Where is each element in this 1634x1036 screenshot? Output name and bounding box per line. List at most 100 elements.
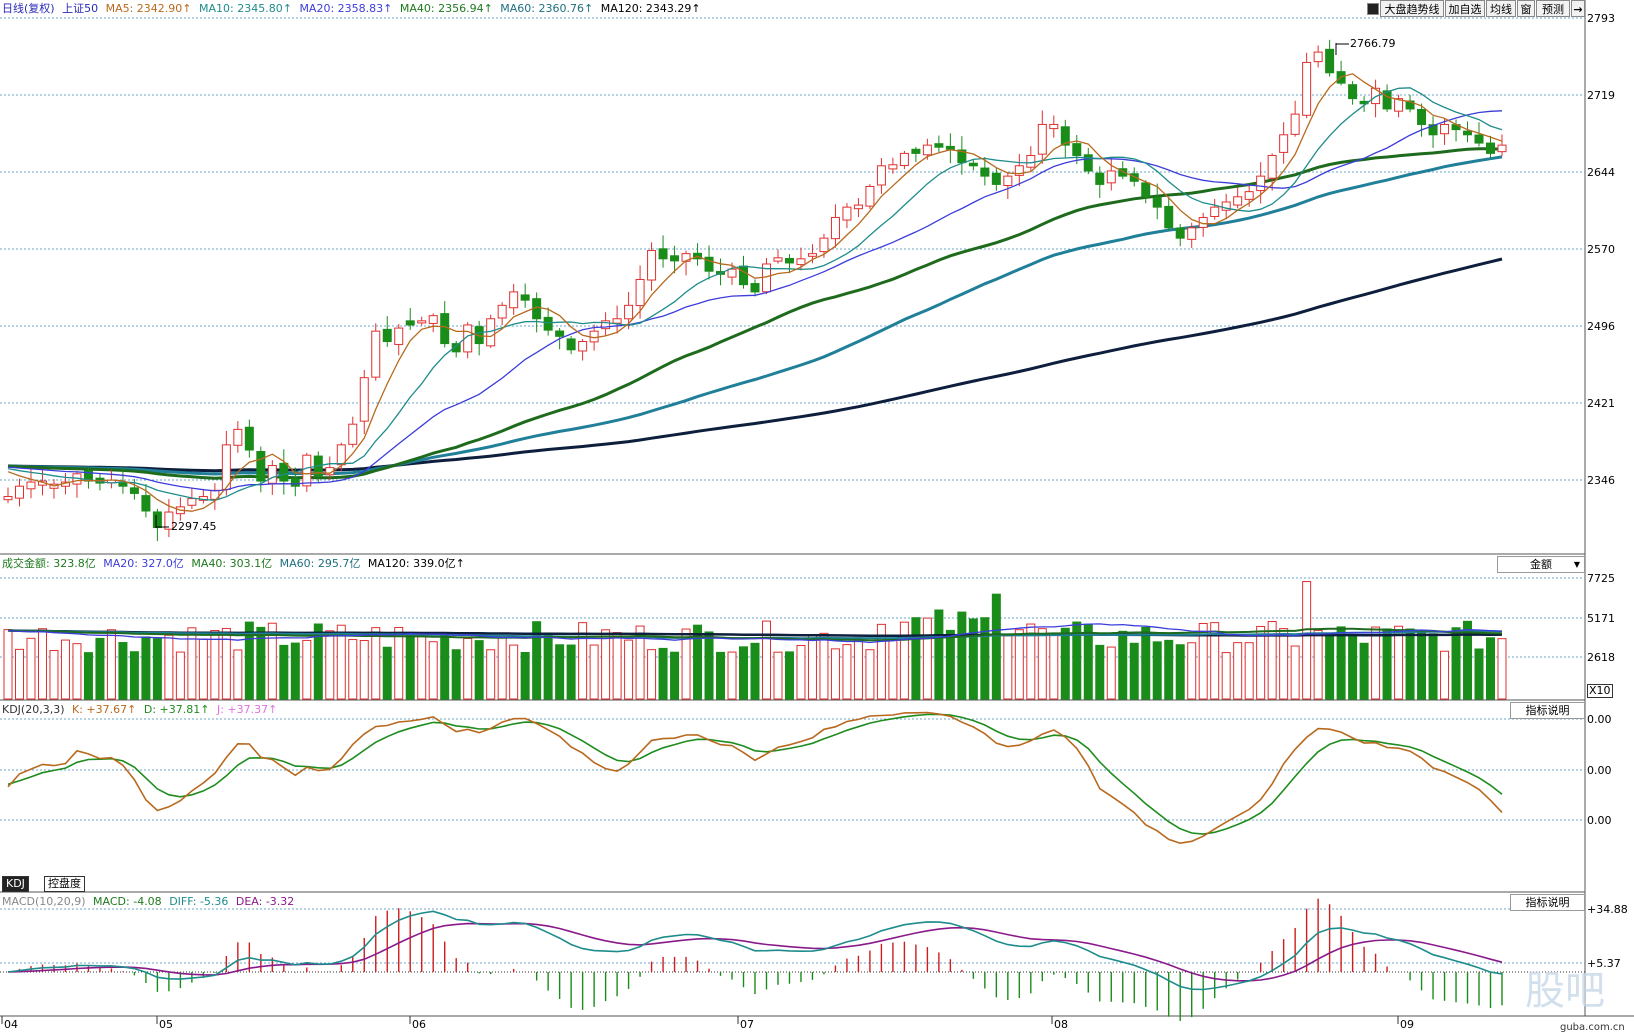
macd-panel-header: MACD(10,20,9) MACD: -4.08 DIFF: -5.36 DE… — [2, 895, 294, 909]
volume-bar — [1003, 635, 1013, 700]
volume-bar — [1451, 627, 1461, 700]
volume-type-value: 金额 — [1530, 558, 1552, 571]
volume-bar — [325, 630, 335, 700]
volume-bar — [1405, 628, 1415, 700]
candle-body — [382, 328, 392, 343]
volume-bar — [72, 643, 82, 700]
volume-bar — [888, 638, 898, 700]
volume-bar — [486, 649, 496, 700]
candle-body — [865, 185, 875, 207]
volume-bar — [1106, 646, 1116, 700]
price-grid — [0, 17, 1585, 481]
ma60-line — [7, 155, 1503, 476]
vol-ma20-line — [7, 623, 1503, 644]
volume-bar — [141, 636, 151, 700]
ma40-line — [7, 147, 1503, 480]
chart-period-label: 日线(复权) — [2, 2, 55, 15]
volume-bar — [1428, 633, 1438, 700]
add-watchlist-button[interactable]: 加自选 — [1445, 0, 1485, 17]
window-button[interactable]: 窗 — [1517, 0, 1535, 17]
candle-body — [796, 258, 806, 266]
volume-bar — [693, 624, 703, 700]
volume-bar — [233, 649, 243, 700]
ma20-line — [7, 110, 1503, 492]
tab-control-degree[interactable]: 控盘度 — [44, 876, 85, 892]
long-moving-averages — [7, 147, 1503, 480]
macd-value-label: MACD: -4.08 — [93, 895, 162, 908]
volume-bar — [1129, 642, 1139, 700]
forecast-button[interactable]: 预测 — [1536, 0, 1570, 17]
kdj-lines — [7, 711, 1503, 845]
chevron-down-icon: ▼ — [1573, 560, 1580, 569]
volume-bar — [451, 649, 461, 700]
volume-unit-label: X10 — [1587, 684, 1613, 698]
candle-body — [704, 256, 714, 272]
kdj-panel-header: KDJ(20,3,3) K: +37.67↑ D: +37.81↑ J: +37… — [2, 703, 277, 717]
volume-bar — [819, 632, 829, 700]
volume-bar — [1348, 634, 1358, 700]
ma-settings-button[interactable]: 均线 — [1486, 0, 1516, 17]
trend-line-checkbox[interactable] — [1367, 3, 1379, 15]
candle-body — [750, 283, 760, 293]
candle-body — [417, 320, 427, 324]
candle-body — [1428, 124, 1438, 136]
volume-bar — [624, 639, 634, 700]
volume-bar — [371, 627, 381, 700]
low-marker — [155, 515, 169, 528]
volume-bar — [497, 635, 507, 700]
volume-bar — [440, 632, 450, 700]
volume-bar — [210, 629, 220, 700]
volume-bar — [612, 632, 622, 700]
volume-bar — [1290, 645, 1300, 700]
volume-bar — [704, 631, 714, 700]
kdj-d-label: D: +37.81↑ — [143, 703, 210, 716]
volume-bar — [463, 637, 473, 700]
month-label: 07 — [740, 1018, 754, 1031]
candle-body — [233, 428, 243, 446]
ma10-line — [7, 87, 1503, 501]
volume-type-select[interactable]: 金额 ▼ — [1497, 556, 1585, 573]
volume-bar — [670, 651, 680, 700]
candle-body — [968, 162, 978, 167]
volume-bar — [382, 646, 392, 700]
volume-bar — [750, 642, 760, 700]
volume-bar — [1359, 642, 1369, 700]
price-tick: 2421 — [1587, 397, 1615, 410]
high-price-label: 2766.79 — [1350, 37, 1396, 50]
trend-line-button[interactable]: 大盘趋势线 — [1380, 0, 1444, 17]
volume-bar — [1095, 644, 1105, 700]
candle-body — [1290, 113, 1300, 135]
candle-body — [1060, 126, 1070, 146]
candle-body — [842, 206, 852, 221]
candle-body — [463, 324, 473, 353]
volume-bar — [1187, 642, 1197, 700]
kdj-title: KDJ(20,3,3) — [2, 703, 65, 716]
candle-body — [520, 294, 530, 301]
volume-bar — [911, 617, 921, 700]
candle-body — [578, 341, 588, 352]
kdj-tick: 0.00 — [1587, 764, 1612, 777]
volume-bar — [187, 627, 197, 700]
volume-bar — [980, 617, 990, 700]
expand-arrow-icon[interactable]: → — [1571, 0, 1585, 17]
ma120-label: MA120: 2343.29↑ — [600, 2, 701, 15]
candle-body — [1221, 201, 1231, 211]
volume-bars — [3, 581, 1507, 700]
candle-body — [727, 268, 737, 278]
volume-bar — [348, 639, 358, 700]
macd-help-button[interactable]: 指标说明 — [1510, 894, 1585, 911]
price-panel-header: 日线(复权) 上证50 MA5: 2342.90↑ MA10: 2345.80↑… — [2, 2, 701, 16]
kdj-help-button[interactable]: 指标说明 — [1510, 702, 1585, 719]
volume-bar — [417, 633, 427, 700]
candle-body — [1244, 191, 1254, 200]
candle-body — [1152, 197, 1162, 208]
ma10-label: MA10: 2345.80↑ — [199, 2, 292, 15]
candle-body — [1325, 48, 1335, 74]
tab-kdj[interactable]: KDJ — [2, 876, 29, 892]
volume-bar — [957, 611, 967, 700]
candle-body — [899, 152, 909, 166]
candle-body — [256, 450, 266, 482]
volume-bar — [198, 638, 208, 700]
candlesticks — [3, 39, 1507, 542]
